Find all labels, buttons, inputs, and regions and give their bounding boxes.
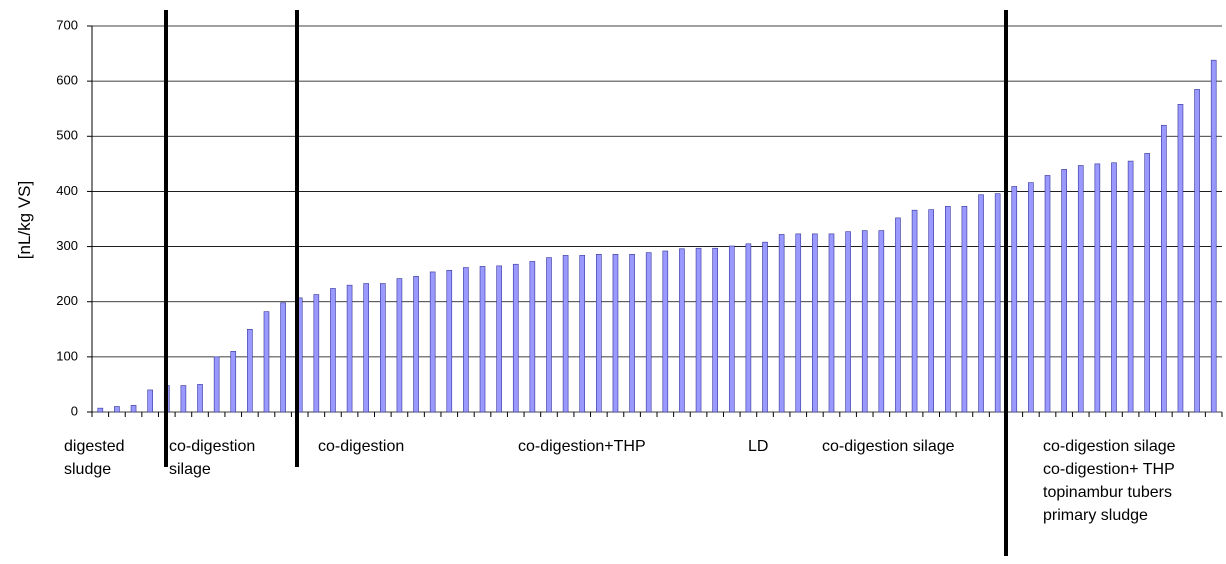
group-label: co-digestion bbox=[318, 438, 404, 455]
bar bbox=[1210, 59, 1217, 413]
bar bbox=[629, 253, 635, 413]
y-tick-label: 700 bbox=[56, 17, 78, 32]
bar bbox=[97, 407, 104, 413]
y-tick-label: 500 bbox=[56, 128, 78, 143]
group-label: LD bbox=[748, 438, 768, 455]
bar bbox=[330, 288, 336, 413]
bar bbox=[1161, 124, 1167, 413]
bar bbox=[1111, 162, 1117, 413]
bar bbox=[380, 283, 386, 413]
bar bbox=[812, 233, 818, 413]
bar bbox=[247, 328, 253, 413]
bar bbox=[180, 385, 187, 413]
y-tick-label: 200 bbox=[56, 293, 78, 308]
group-label: sludge bbox=[64, 461, 111, 478]
bar bbox=[496, 265, 502, 413]
bar bbox=[978, 194, 984, 413]
bar bbox=[795, 233, 802, 413]
bar bbox=[1077, 165, 1084, 413]
bar bbox=[662, 250, 669, 413]
bar bbox=[745, 243, 752, 413]
bar bbox=[596, 253, 602, 413]
bar bbox=[512, 263, 519, 413]
bar bbox=[645, 252, 652, 413]
y-axis-label: [nL/kg VS] bbox=[15, 181, 34, 259]
group-label: co-digestion+ THP bbox=[1043, 461, 1175, 478]
group-label: co-digestion silage bbox=[1043, 438, 1176, 455]
bar bbox=[396, 278, 403, 413]
bar bbox=[230, 351, 237, 413]
bar bbox=[762, 241, 768, 413]
bar bbox=[928, 209, 934, 413]
bar bbox=[114, 406, 120, 413]
bar bbox=[845, 231, 851, 413]
bar bbox=[429, 271, 436, 413]
bar bbox=[463, 267, 469, 413]
bar bbox=[679, 248, 685, 413]
group-label: co-digestion+THP bbox=[518, 438, 646, 455]
bar bbox=[546, 257, 552, 413]
bar bbox=[446, 269, 453, 413]
bar bbox=[878, 230, 885, 413]
bar bbox=[828, 233, 835, 413]
bar bbox=[280, 302, 286, 413]
bar bbox=[945, 206, 951, 413]
bar bbox=[1144, 153, 1151, 413]
y-tick-label: 100 bbox=[56, 348, 78, 363]
group-label: co-digestion bbox=[169, 438, 255, 455]
bar bbox=[961, 206, 968, 413]
bar bbox=[1094, 163, 1101, 413]
bar bbox=[712, 247, 718, 413]
bar bbox=[728, 245, 735, 413]
bar bbox=[213, 356, 220, 413]
bar bbox=[911, 209, 918, 413]
group-label: topinambur tubers bbox=[1043, 484, 1172, 501]
bar bbox=[147, 389, 153, 413]
bar bbox=[579, 255, 586, 413]
group-label: co-digestion silage bbox=[822, 438, 955, 455]
bar bbox=[895, 217, 901, 413]
group-label: silage bbox=[169, 461, 211, 478]
bar bbox=[861, 230, 868, 413]
bar bbox=[529, 261, 536, 413]
bar bbox=[363, 283, 369, 413]
bar bbox=[313, 294, 320, 413]
bar bbox=[562, 255, 569, 413]
y-tick-label: 0 bbox=[71, 403, 78, 418]
bar bbox=[994, 193, 1001, 413]
bar bbox=[1011, 186, 1018, 413]
bar bbox=[1127, 160, 1134, 413]
bar bbox=[197, 384, 203, 413]
bar bbox=[1028, 182, 1034, 413]
bar bbox=[1044, 175, 1051, 413]
bar bbox=[695, 247, 702, 413]
y-tick-label: 300 bbox=[56, 238, 78, 253]
bar bbox=[346, 284, 353, 413]
bar bbox=[1061, 169, 1067, 413]
bar bbox=[479, 266, 486, 413]
y-tick-label: 600 bbox=[56, 73, 78, 88]
bar bbox=[413, 276, 419, 413]
bar bbox=[263, 311, 270, 413]
bar bbox=[612, 253, 619, 413]
y-tick-label: 400 bbox=[56, 183, 78, 198]
group-label: primary sludge bbox=[1043, 507, 1148, 524]
bar bbox=[1194, 89, 1200, 413]
bar bbox=[778, 234, 785, 413]
group-label: digested bbox=[64, 438, 125, 455]
bar bbox=[130, 405, 137, 413]
bar bbox=[1177, 104, 1184, 413]
